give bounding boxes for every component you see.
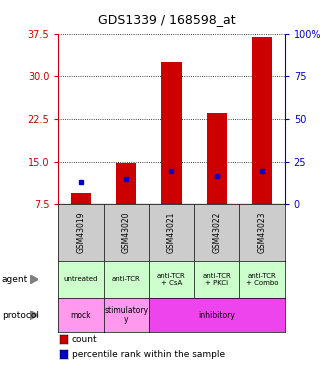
Text: percentile rank within the sample: percentile rank within the sample [72, 350, 225, 359]
Text: anti-TCR
+ CsA: anti-TCR + CsA [157, 273, 186, 286]
Text: stimulatory
y: stimulatory y [104, 306, 148, 324]
Bar [116, 163, 137, 204]
Bar [71, 193, 91, 204]
Text: anti-TCR
+ Combo: anti-TCR + Combo [246, 273, 278, 286]
Text: GSM43023: GSM43023 [257, 212, 267, 253]
Polygon shape [30, 310, 38, 320]
Text: untreated: untreated [64, 276, 98, 282]
Text: mock: mock [71, 310, 91, 320]
Text: GSM43020: GSM43020 [122, 212, 131, 253]
Text: count: count [72, 335, 97, 344]
Text: agent: agent [2, 275, 28, 284]
Polygon shape [30, 275, 38, 284]
Text: GSM43019: GSM43019 [76, 212, 86, 253]
Text: anti-TCR
+ PKCi: anti-TCR + PKCi [202, 273, 231, 286]
Text: GDS1339 / 168598_at: GDS1339 / 168598_at [98, 13, 235, 26]
Text: GSM43022: GSM43022 [212, 212, 221, 253]
Text: anti-TCR: anti-TCR [112, 276, 141, 282]
Bar [206, 113, 227, 204]
Bar [161, 62, 182, 204]
Text: GSM43021: GSM43021 [167, 212, 176, 253]
Text: inhibitory: inhibitory [198, 310, 235, 320]
Text: protocol: protocol [2, 310, 39, 320]
Bar [252, 37, 272, 204]
